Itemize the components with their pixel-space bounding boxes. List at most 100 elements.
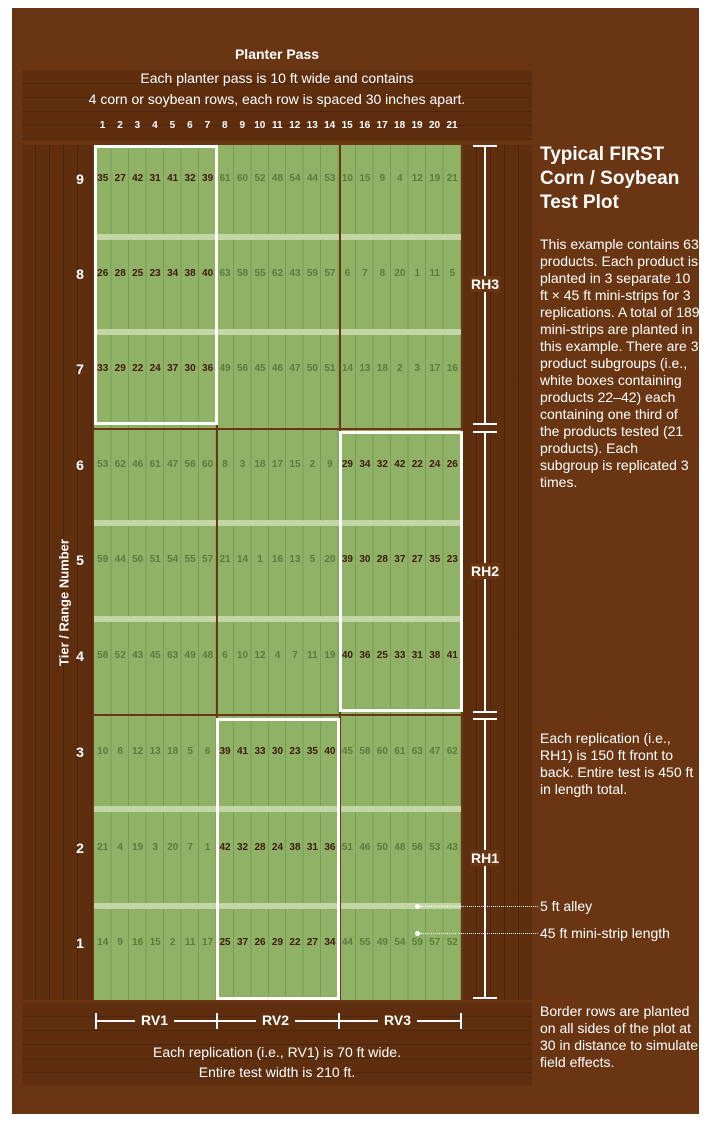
plot-cell-value: 61 — [216, 173, 233, 184]
plot-cell-value: 8 — [216, 459, 233, 470]
plot-cell-value: 19 — [129, 842, 146, 853]
plot-cell-value: 56 — [181, 459, 198, 470]
alley-callout-label: 5 ft alley — [540, 898, 700, 915]
plot-cell-value: 58 — [94, 650, 111, 661]
plot-cell-value: 62 — [444, 746, 461, 757]
plot-cell-value: 50 — [374, 842, 391, 853]
plot-cell-value: 3 — [409, 363, 426, 374]
plot-cell-value: 16 — [269, 554, 286, 565]
plot-cell-value: 6 — [216, 650, 233, 661]
plot-cell-value: 4 — [111, 842, 128, 853]
plot-cell-value: 59 — [409, 937, 426, 948]
rh2-tick-bottom — [473, 711, 497, 713]
plot-cell-value: 8 — [111, 746, 128, 757]
rv-end-2 — [216, 1013, 218, 1029]
plot-cell-value: 51 — [146, 554, 163, 565]
plot-cell-value: 52 — [251, 173, 268, 184]
rh3-tick-bottom — [473, 423, 497, 425]
plot-cell-value: 46 — [269, 363, 286, 374]
plot-cell-value: 6 — [339, 268, 356, 279]
plot-cell-value: 45 — [339, 746, 356, 757]
column-number: 6 — [181, 120, 198, 131]
plot-cell-value: 51 — [339, 842, 356, 853]
column-number: 11 — [269, 120, 286, 131]
plot-cell-value: 10 — [234, 650, 251, 661]
column-number: 2 — [111, 120, 128, 131]
plot-cell-value: 2 — [304, 459, 321, 470]
rh1-tick-top — [473, 718, 497, 720]
plot-cell-value: 16 — [129, 937, 146, 948]
column-number: 15 — [339, 120, 356, 131]
subgroup-box-rh2 — [339, 431, 463, 712]
column-number: 1 — [94, 120, 111, 131]
strip-callout-label: 45 ft mini-strip length — [540, 925, 700, 942]
plot-cell-value: 10 — [94, 746, 111, 757]
tier-number: 1 — [70, 935, 90, 951]
plot-cell-value: 55 — [356, 937, 373, 948]
plot-cell-value: 53 — [321, 173, 338, 184]
plot-cell-value: 5 — [444, 268, 461, 279]
rh3-tick-top — [473, 145, 497, 147]
rv-divider — [339, 145, 341, 431]
rh3-label: RH3 — [470, 276, 500, 292]
rv1-label: RV1 — [135, 1012, 174, 1028]
rh-divider — [94, 714, 461, 716]
plot-cell-value: 14 — [234, 554, 251, 565]
plot-cell-value: 58 — [234, 268, 251, 279]
plot-cell-value: 3 — [146, 842, 163, 853]
planter-pass-title: Planter Pass — [22, 46, 532, 62]
rh2-tick-top — [473, 431, 497, 433]
plot-cell-value: 52 — [111, 650, 128, 661]
tier-range-axis-label: Tier / Range Number — [57, 503, 72, 703]
plot-cell-value: 17 — [426, 363, 443, 374]
plot-cell-value: 48 — [391, 842, 408, 853]
plot-cell-value: 49 — [374, 937, 391, 948]
plot-cell-value: 18 — [374, 363, 391, 374]
plot-cell-value: 48 — [269, 173, 286, 184]
tier-number: 9 — [70, 171, 90, 187]
rh-divider — [94, 428, 461, 430]
plot-cell-value: 63 — [164, 650, 181, 661]
plot-cell-value: 20 — [321, 554, 338, 565]
plot-cell-value: 44 — [304, 173, 321, 184]
plot-cell-value: 44 — [339, 937, 356, 948]
plot-cell-value: 17 — [269, 459, 286, 470]
strip-callout-line — [420, 933, 538, 934]
plot-cell-value: 62 — [111, 459, 128, 470]
plot-cell-value: 52 — [444, 937, 461, 948]
rh1-tick-bottom — [473, 997, 497, 999]
rv2-label: RV2 — [256, 1012, 295, 1028]
rh2-label: RH2 — [470, 563, 500, 579]
plot-cell-value: 19 — [321, 650, 338, 661]
column-number: 7 — [199, 120, 216, 131]
plot-cell-value: 15 — [146, 937, 163, 948]
plot-cell-value: 47 — [286, 363, 303, 374]
plot-cell-value: 43 — [129, 650, 146, 661]
plot-cell-value: 12 — [251, 650, 268, 661]
plot-cell-value: 49 — [181, 650, 198, 661]
plot-cell-value: 1 — [409, 268, 426, 279]
plot-cell-value: 55 — [181, 554, 198, 565]
column-number: 20 — [426, 120, 443, 131]
subgroup-box-rh1 — [216, 718, 340, 1000]
plot-cell-value: 11 — [304, 650, 321, 661]
plot-cell-value: 54 — [286, 173, 303, 184]
plot-cell-value: 50 — [129, 554, 146, 565]
plot-cell-value: 10 — [339, 173, 356, 184]
plot-cell-value: 60 — [199, 459, 216, 470]
plot-cell-value: 7 — [356, 268, 373, 279]
plot-cell-value: 20 — [391, 268, 408, 279]
column-number: 5 — [164, 120, 181, 131]
plot-cell-value: 47 — [164, 459, 181, 470]
plot-cell-value: 4 — [391, 173, 408, 184]
rv-end-3 — [338, 1013, 340, 1029]
plot-cell-value: 7 — [286, 650, 303, 661]
plot-cell-value: 11 — [181, 937, 198, 948]
plot-cell-value: 56 — [409, 842, 426, 853]
plot-cell-value: 49 — [216, 363, 233, 374]
tier-number: 5 — [70, 552, 90, 568]
plot-cell-value: 21 — [216, 554, 233, 565]
column-number: 9 — [234, 120, 251, 131]
rv3-label: RV3 — [378, 1012, 417, 1028]
plot-cell-value: 63 — [409, 746, 426, 757]
